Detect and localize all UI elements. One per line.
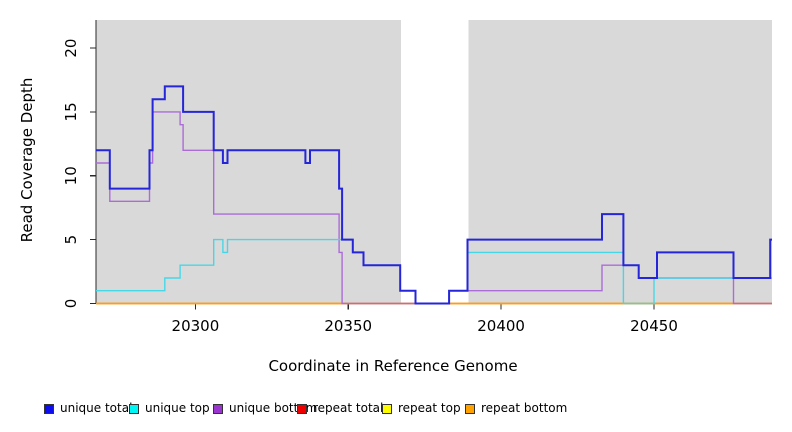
legend-swatch-icon — [44, 403, 54, 414]
y-axis-title: Read Coverage Depth — [18, 77, 36, 243]
legend-label: repeat bottom — [481, 401, 568, 415]
legend-item-repeat-bottom: repeat bottom — [465, 402, 567, 415]
coverage-panel-left — [96, 20, 402, 304]
legend-swatch-icon — [297, 403, 307, 414]
legend-item-unique-total: unique total — [44, 402, 132, 415]
x-tick-label: 20350 — [324, 317, 372, 335]
legend-item-unique-top: unique top — [129, 402, 210, 415]
legend-swatch-icon — [129, 403, 139, 414]
y-tick-label: 15 — [62, 102, 80, 121]
legend-label: unique bottom — [229, 401, 318, 415]
legend-label: repeat total — [313, 401, 384, 415]
legend-item-unique-bottom: unique bottom — [213, 402, 317, 415]
y-tick-label: 20 — [62, 39, 80, 58]
legend-label: repeat top — [398, 401, 461, 415]
x-tick-label: 20300 — [172, 317, 220, 335]
legend-swatch-icon — [213, 403, 223, 414]
legend-item-repeat-top: repeat top — [382, 402, 461, 415]
x-axis-title: Coordinate in Reference Genome — [268, 357, 518, 375]
legend-label: unique total — [60, 401, 133, 415]
y-tick-label: 0 — [62, 299, 80, 309]
y-tick-label: 10 — [62, 166, 80, 185]
legend-swatch-icon — [382, 403, 392, 414]
x-tick-label: 20450 — [630, 317, 678, 335]
legend-swatch-icon — [465, 403, 475, 414]
series-unique-total — [96, 85, 772, 305]
y-tick-label: 5 — [62, 235, 80, 245]
legend-label: unique top — [145, 401, 210, 415]
coverage-panel-right — [468, 20, 772, 304]
legend-item-repeat-total: repeat total — [297, 402, 383, 415]
x-axis-title-row: Coordinate in Reference Genome — [0, 357, 792, 375]
x-tick-label: 20400 — [477, 317, 525, 335]
